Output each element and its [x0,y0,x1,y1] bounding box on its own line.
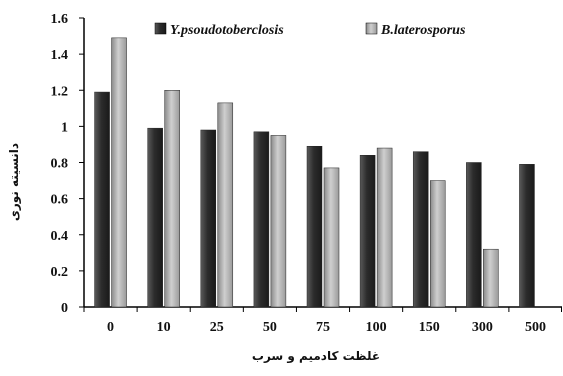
y-tick-label: 1.4 [51,48,69,63]
x-tick-label: 50 [263,320,277,335]
x-axis-title: غلظت کادمیم و سرب [252,349,380,364]
y-tick-label: 0 [61,301,68,316]
x-tick-label: 150 [419,320,440,335]
bar-series-2-300 [483,248,499,308]
y-tick-label: 0.4 [51,229,69,244]
bar-series-1-500 [519,164,535,308]
x-tick-label: 75 [316,320,330,335]
legend-swatch-series-2 [365,22,378,35]
legend-swatch-series-1 [154,22,167,35]
bar-series-2-100 [376,147,393,308]
x-tick-label: 100 [366,320,387,335]
y-tick-label: 0.2 [51,265,69,280]
bar-series-1-150 [412,151,429,308]
y-axis-title: دانسیته نوری [7,143,22,221]
bar-series-1-75 [306,145,323,308]
x-tick-label: 25 [210,320,224,335]
y-tick-label: 1 [61,120,68,135]
bar-series-1-25 [200,129,217,308]
x-tick-label: 0 [107,320,114,335]
bar-series-1-50 [253,131,270,308]
bar-series-2-10 [164,90,180,308]
x-tick-label: 300 [472,320,493,335]
y-tick-label: 0.8 [51,157,69,172]
y-tick-label: 1.2 [51,84,69,99]
bar-series-2-75 [323,167,340,308]
legend-label-series-2: B.laterosporus [380,23,466,38]
bar-series-2-50 [270,135,287,308]
bar-series-1-300 [466,162,482,308]
y-tick-label: 1.6 [51,12,69,27]
legend-label-series-1: Y.psoudotoberclosis [170,23,284,38]
plot-area: 0 0.2 0.4 0.6 0.8 1 1.2 1.4 1.6 0 10 25 50 75 100 150 30… [51,12,562,335]
y-tick-label: 0.6 [51,193,69,208]
bar-series-2-25 [217,102,234,308]
bar-series-1-100 [359,155,376,308]
x-tick-label: 500 [525,320,546,335]
bar-series-2-150 [429,180,446,308]
x-tick-label: 10 [157,320,171,335]
bar-series-1-10 [147,127,163,308]
bar-series-2-0 [111,37,127,308]
bar-series-1-0 [94,91,110,308]
legend: Y.psoudotoberclosis B.laterosporus [154,22,466,38]
